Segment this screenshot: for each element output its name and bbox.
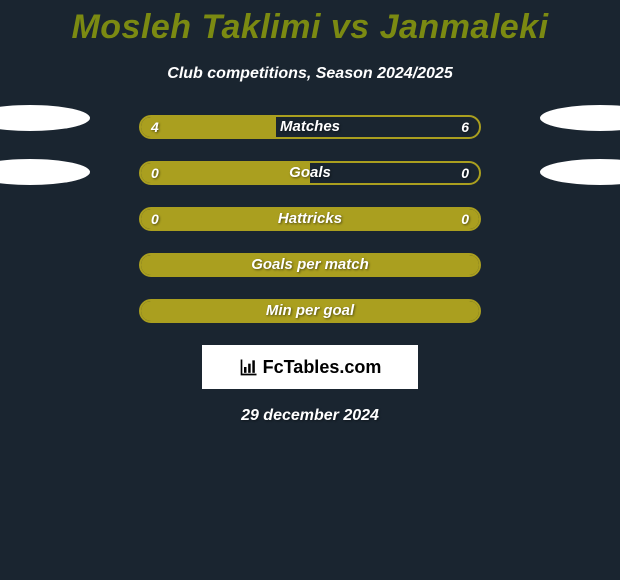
stat-bar: Min per goal	[139, 299, 481, 323]
date-label: 29 december 2024	[0, 407, 620, 425]
stat-bar: 46Matches	[139, 115, 481, 139]
stat-bar: 00Hattricks	[139, 207, 481, 231]
watermark: FcTables.com	[202, 345, 418, 389]
stat-bar: 00Goals	[139, 161, 481, 185]
avatar-placeholder	[540, 105, 620, 131]
stat-label: Goals per match	[141, 255, 479, 275]
right-player-avatars	[540, 105, 620, 213]
chart-icon	[239, 357, 259, 377]
avatar-placeholder	[0, 159, 90, 185]
stat-label: Matches	[141, 117, 479, 137]
watermark-text: FcTables.com	[263, 357, 382, 378]
stat-label: Goals	[141, 163, 479, 183]
stat-label: Hattricks	[141, 209, 479, 229]
stat-bars: 46Matches 00Goals 00Hattricks Goals per mat…	[139, 115, 481, 323]
avatar-placeholder	[540, 159, 620, 185]
comparison-chart: 46Matches 00Goals 00Hattricks Goals per mat…	[0, 115, 620, 323]
avatar-placeholder	[0, 105, 90, 131]
stat-label: Min per goal	[141, 301, 479, 321]
left-player-avatars	[0, 105, 90, 213]
subtitle: Club competitions, Season 2024/2025	[0, 65, 620, 83]
stat-bar: Goals per match	[139, 253, 481, 277]
watermark-label: FcTables.com	[239, 357, 382, 378]
page-title: Mosleh Taklimi vs Janmaleki	[0, 0, 620, 47]
